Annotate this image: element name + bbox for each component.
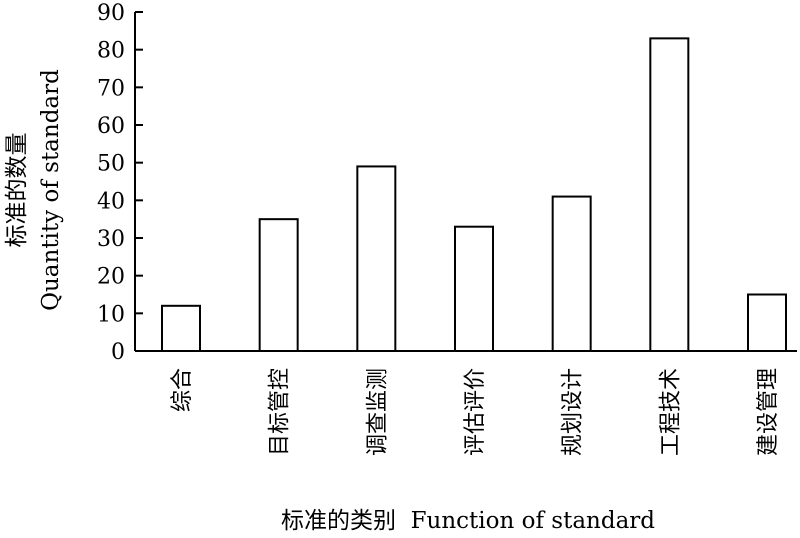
y-axis-ticks: 0 10 20 30 40 50 60 70 80 90 <box>97 1 143 365</box>
y-tick-label: 20 <box>97 265 125 290</box>
x-category-label: 规划设计 <box>561 368 586 456</box>
bar-6 <box>747 293 787 352</box>
bar-5 <box>649 37 690 352</box>
y-tick-label: 40 <box>97 189 125 214</box>
x-category-label: 工程技术 <box>658 368 683 456</box>
bar-1 <box>258 218 299 352</box>
bars-group <box>161 37 787 352</box>
y-tick-label: 30 <box>97 227 125 252</box>
x-category-label: 目标管控 <box>268 368 293 456</box>
bar-4 <box>551 195 592 352</box>
y-tick-label: 10 <box>97 302 125 327</box>
y-tick-label: 0 <box>111 340 125 365</box>
x-axis-category-labels: 综合 目标管控 调查监测 评估评价 规划设计 工程技术 建设管理 <box>170 368 781 456</box>
bar-3 <box>454 225 494 352</box>
y-tick-label: 70 <box>97 76 125 101</box>
y-tick-label: 80 <box>97 39 125 64</box>
x-axis-title: 标准的类别 Function of standard <box>281 508 655 534</box>
y-tick-label: 50 <box>97 152 125 177</box>
x-category-label: 综合 <box>170 368 195 412</box>
x-category-label: 调查监测 <box>365 368 390 456</box>
y-tick-label: 60 <box>97 114 125 139</box>
y-axis-title-en: Quantity of standard <box>38 69 64 311</box>
y-tick-label: 90 <box>97 1 125 26</box>
y-axis-title-cn: 标准的数量 <box>4 133 30 248</box>
x-category-label: 评估评价 <box>463 368 488 456</box>
bar-2 <box>356 165 397 352</box>
bar-0 <box>161 304 201 352</box>
x-category-label: 建设管理 <box>756 368 781 456</box>
